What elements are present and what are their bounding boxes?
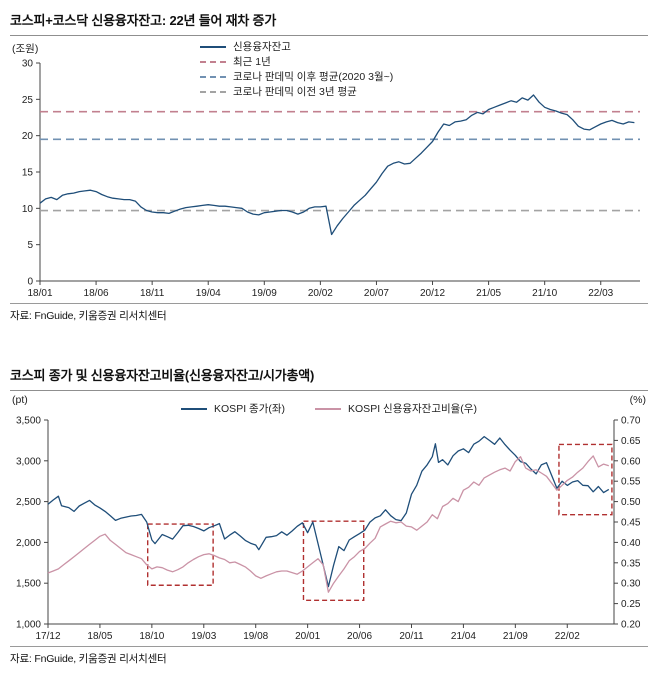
svg-text:1,500: 1,500 bbox=[16, 579, 41, 590]
svg-text:20/11: 20/11 bbox=[399, 631, 424, 642]
svg-text:1,000: 1,000 bbox=[16, 620, 41, 631]
svg-text:21/05: 21/05 bbox=[476, 288, 501, 299]
svg-text:18/10: 18/10 bbox=[139, 631, 164, 642]
svg-text:0.35: 0.35 bbox=[621, 558, 641, 569]
svg-text:18/01: 18/01 bbox=[27, 288, 52, 299]
legend-item-kospi-close: KOSPI 종가(좌) bbox=[181, 403, 285, 415]
svg-text:0.40: 0.40 bbox=[621, 538, 641, 549]
top-chart-section: 코스피+코스닥 신용융자잔고: 22년 들어 재차 증가 (조원) 신용융자잔고… bbox=[10, 8, 648, 323]
svg-text:0.20: 0.20 bbox=[621, 620, 641, 631]
recent-year-dashed-swatch bbox=[200, 61, 226, 63]
svg-text:17/12: 17/12 bbox=[35, 631, 60, 642]
top-chart-legend: 신용융자잔고 최근 1년 코로나 판데믹 이후 평균(2020 3월~) 코로나… bbox=[200, 41, 393, 98]
legend-label-margin-balance: 신용융자잔고 bbox=[233, 40, 291, 53]
svg-text:21/04: 21/04 bbox=[451, 631, 476, 642]
post-pandemic-dashed-swatch bbox=[200, 76, 226, 78]
bottom-chart-unit-left-label: (pt) bbox=[12, 394, 28, 406]
legend-item-margin-balance: 신용융자잔고 bbox=[200, 41, 393, 53]
svg-text:0.25: 0.25 bbox=[621, 599, 641, 610]
svg-text:19/09: 19/09 bbox=[252, 288, 277, 299]
pre-pandemic-dashed-swatch bbox=[200, 91, 226, 93]
svg-text:20/01: 20/01 bbox=[295, 631, 320, 642]
top-chart-area: (조원) 신용융자잔고 최근 1년 코로나 판데믹 이후 평균(2020 3월~… bbox=[10, 39, 648, 301]
svg-text:19/08: 19/08 bbox=[243, 631, 268, 642]
top-chart-canvas: 0 5 10 15 20 25 30 18/01 18/06 18/11 19/04 19/09 20/… bbox=[22, 59, 640, 299]
svg-text:22/03: 22/03 bbox=[588, 288, 613, 299]
bottom-chart-source: 자료: FnGuide, 키움증권 리서치센터 bbox=[10, 646, 648, 666]
svg-text:20/02: 20/02 bbox=[308, 288, 333, 299]
svg-text:3,000: 3,000 bbox=[16, 456, 41, 467]
svg-text:20: 20 bbox=[22, 131, 34, 142]
bottom-chart-area: (pt) (%) KOSPI 종가(좌) KOSPI 신용융자잔고비율(우) 1… bbox=[10, 394, 648, 644]
svg-text:0.50: 0.50 bbox=[621, 497, 641, 508]
margin-balance-line-swatch bbox=[200, 46, 226, 48]
bottom-chart-section: 코스피 종가 및 신용융자잔고비율(신용융자잔고/시가총액) (pt) (%) … bbox=[10, 363, 648, 666]
legend-item-recent-year: 최근 1년 bbox=[200, 56, 393, 68]
bottom-chart-legend: KOSPI 종가(좌) KOSPI 신용융자잔고비율(우) bbox=[10, 403, 648, 415]
svg-text:21/10: 21/10 bbox=[532, 288, 557, 299]
svg-text:0.65: 0.65 bbox=[621, 436, 641, 447]
legend-label-pre-pandemic-avg: 코로나 판데믹 이전 3년 평균 bbox=[233, 85, 357, 98]
legend-label-recent-year: 최근 1년 bbox=[233, 55, 271, 68]
svg-text:0.70: 0.70 bbox=[621, 416, 641, 427]
top-chart-title: 코스피+코스닥 신용융자잔고: 22년 들어 재차 증가 bbox=[10, 8, 648, 36]
top-chart-unit-label: (조원) bbox=[12, 43, 39, 55]
legend-label-kospi-close: KOSPI 종가(좌) bbox=[214, 402, 286, 415]
section-divider-space bbox=[10, 323, 648, 363]
svg-text:10: 10 bbox=[22, 204, 34, 215]
svg-text:18/06: 18/06 bbox=[84, 288, 109, 299]
legend-label-post-pandemic-avg: 코로나 판데믹 이후 평균(2020 3월~) bbox=[233, 70, 394, 83]
svg-text:20/07: 20/07 bbox=[364, 288, 389, 299]
svg-text:2,500: 2,500 bbox=[16, 497, 41, 508]
top-chart-source: 자료: FnGuide, 키움증권 리서치센터 bbox=[10, 303, 648, 323]
legend-item-margin-ratio: KOSPI 신용융자잔고비율(우) bbox=[315, 403, 477, 415]
svg-text:25: 25 bbox=[22, 95, 34, 106]
svg-text:0.45: 0.45 bbox=[621, 518, 641, 529]
svg-text:3,500: 3,500 bbox=[16, 416, 41, 427]
svg-text:20/06: 20/06 bbox=[347, 631, 372, 642]
svg-text:0: 0 bbox=[27, 277, 33, 288]
svg-text:5: 5 bbox=[27, 240, 33, 251]
legend-item-post-pandemic-avg: 코로나 판데믹 이후 평균(2020 3월~) bbox=[200, 71, 393, 83]
svg-text:15: 15 bbox=[22, 168, 34, 179]
bottom-chart-canvas: 1,000 1,500 2,000 2,500 3,000 3,500 0.20 0.25 0.… bbox=[16, 416, 641, 643]
legend-label-margin-ratio: KOSPI 신용융자잔고비율(우) bbox=[348, 402, 477, 415]
svg-text:0.30: 0.30 bbox=[621, 579, 641, 590]
svg-text:0.55: 0.55 bbox=[621, 477, 641, 488]
margin-ratio-line-swatch bbox=[315, 408, 342, 410]
bottom-chart-unit-right-label: (%) bbox=[629, 394, 646, 406]
svg-text:19/03: 19/03 bbox=[191, 631, 216, 642]
bottom-chart-title: 코스피 종가 및 신용융자잔고비율(신용융자잔고/시가총액) bbox=[10, 363, 648, 391]
svg-text:18/11: 18/11 bbox=[140, 288, 165, 299]
legend-item-pre-pandemic-avg: 코로나 판데믹 이전 3년 평균 bbox=[200, 86, 393, 98]
svg-text:22/02: 22/02 bbox=[555, 631, 580, 642]
svg-text:2,000: 2,000 bbox=[16, 538, 41, 549]
svg-text:30: 30 bbox=[22, 59, 34, 70]
kospi-close-line-swatch bbox=[181, 408, 208, 410]
svg-text:19/04: 19/04 bbox=[196, 288, 221, 299]
svg-text:0.60: 0.60 bbox=[621, 456, 641, 467]
svg-text:18/05: 18/05 bbox=[87, 631, 112, 642]
svg-text:21/09: 21/09 bbox=[503, 631, 528, 642]
svg-text:20/12: 20/12 bbox=[420, 288, 445, 299]
